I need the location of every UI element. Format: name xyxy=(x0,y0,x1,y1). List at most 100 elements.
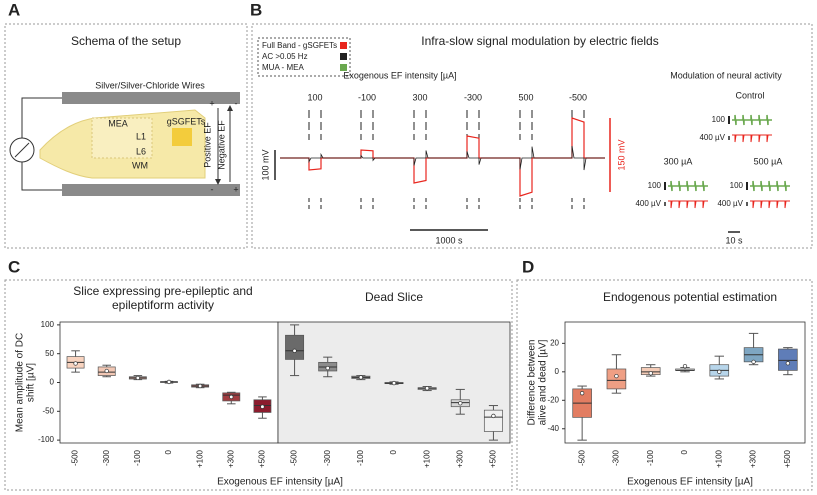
wire-bar xyxy=(62,92,240,104)
mean xyxy=(135,375,141,381)
layer-label: WM xyxy=(132,160,148,170)
mean xyxy=(104,368,109,374)
y-tick-label: -100 xyxy=(38,435,55,444)
scale-label: 10 s xyxy=(725,235,743,245)
legend-label: MUA - MEA xyxy=(262,63,304,72)
pole: - xyxy=(211,184,214,194)
mean xyxy=(785,361,791,366)
y-axis-label: shift [µV] xyxy=(26,363,37,402)
trace-ac xyxy=(280,145,605,171)
x-tick-label: +500 xyxy=(489,449,498,468)
y-tick-label: 50 xyxy=(45,349,54,358)
mean xyxy=(229,394,234,400)
mea xyxy=(91,117,153,159)
x-tick-label: -500 xyxy=(290,449,299,466)
ef-label: Negative EF xyxy=(216,120,226,170)
y-tick-label: 20 xyxy=(550,338,559,347)
plot-frame xyxy=(277,321,511,444)
step-label: -100 xyxy=(358,92,376,102)
mean xyxy=(260,404,265,409)
chart-title: Slice expressing pre-epileptic and xyxy=(73,284,252,298)
mean xyxy=(458,401,463,406)
inset-ac xyxy=(732,134,772,143)
legend-swatch xyxy=(340,64,347,71)
y-tick-label: -20 xyxy=(547,395,559,404)
trace-title: Infra-slow signal modulation by electric… xyxy=(421,34,658,48)
legend-label: AC >0.05 Hz xyxy=(262,52,308,61)
pole: - xyxy=(235,98,238,108)
trace-full-band xyxy=(280,117,605,197)
x-tick-label: 0 xyxy=(164,449,173,454)
schema-title: Schema of the setup xyxy=(71,34,181,48)
x-axis-label: Exogenous EF intensity [µA] xyxy=(627,477,753,488)
step-label: -300 xyxy=(464,92,482,102)
x-tick-label: +500 xyxy=(258,449,267,468)
legend-swatch xyxy=(340,53,347,60)
panel-frame xyxy=(4,23,248,249)
plot-frame xyxy=(564,321,806,444)
box xyxy=(778,348,798,371)
x-axis-label: Exogenous EF intensity [µA] xyxy=(217,477,343,488)
trace-xlabel: Exogenous EF intensity [µA] xyxy=(343,70,456,80)
gsgfet-probe xyxy=(172,128,192,146)
y-tick-label: -50 xyxy=(42,406,54,415)
panel-label: B xyxy=(250,0,262,19)
panel-frame xyxy=(4,279,513,491)
x-tick-label: +100 xyxy=(422,449,431,468)
x-tick-label: 0 xyxy=(389,449,398,454)
mean xyxy=(424,386,430,391)
mean xyxy=(614,373,619,379)
y-tick-label: 100 xyxy=(41,320,55,329)
step-label: -500 xyxy=(569,92,587,102)
trace-panel: Infra-slow signal modulation by electric… xyxy=(257,34,783,245)
panel-frame xyxy=(251,23,813,249)
wire xyxy=(21,162,62,191)
mean xyxy=(579,391,585,396)
y-tick-label: 0 xyxy=(50,378,55,387)
box xyxy=(606,368,627,390)
inset-scale: 400 µV xyxy=(635,199,661,208)
x-tick-label: -300 xyxy=(323,449,332,466)
step-label: 500 xyxy=(518,92,533,102)
y-axis-label: Mean amplitude of DC xyxy=(15,333,26,433)
x-tick-label: 0 xyxy=(680,449,689,454)
x-tick-label: -300 xyxy=(102,449,111,466)
panel-frame xyxy=(516,279,813,491)
scale-label: 1000 s xyxy=(435,235,463,245)
box xyxy=(285,334,305,360)
panel-label: C xyxy=(8,257,20,276)
x-tick-label: +300 xyxy=(455,449,464,468)
panel-label: D xyxy=(522,257,534,276)
y-tick-label: -40 xyxy=(547,424,559,433)
mean xyxy=(166,379,172,385)
chart-title: Endogenous potential estimation xyxy=(603,290,777,304)
mean xyxy=(197,383,203,389)
box xyxy=(483,409,503,432)
step-label: 100 xyxy=(307,92,322,102)
mean xyxy=(682,363,688,369)
mean xyxy=(358,375,364,380)
legend-box xyxy=(257,37,351,77)
x-tick-label: +500 xyxy=(783,449,792,468)
mean xyxy=(491,413,496,419)
y-axis-label: alive and dead [µV] xyxy=(538,339,549,425)
x-tick-label: -300 xyxy=(612,449,621,466)
layer-label: L6 xyxy=(136,146,146,156)
mean xyxy=(292,348,297,353)
inset-ac xyxy=(750,200,790,209)
gsgfet-label: gSGFETs xyxy=(167,116,206,126)
y-tick-label: 0 xyxy=(555,367,560,376)
mean xyxy=(751,359,756,365)
inset-mua xyxy=(668,180,708,192)
x-tick-label: +300 xyxy=(226,449,235,468)
wire-bar xyxy=(62,184,240,196)
condition-label: 500 µA xyxy=(754,156,783,166)
scale-label: 100 mV xyxy=(260,149,270,180)
mean xyxy=(73,361,78,366)
chart-title: Dead Slice xyxy=(365,290,423,304)
inset-scale: 100 xyxy=(648,181,662,190)
x-tick-label: -500 xyxy=(71,449,80,466)
inset-scale: 400 µV xyxy=(717,199,743,208)
inset-scale: 100 xyxy=(730,181,744,190)
condition-label: Control xyxy=(735,90,764,100)
